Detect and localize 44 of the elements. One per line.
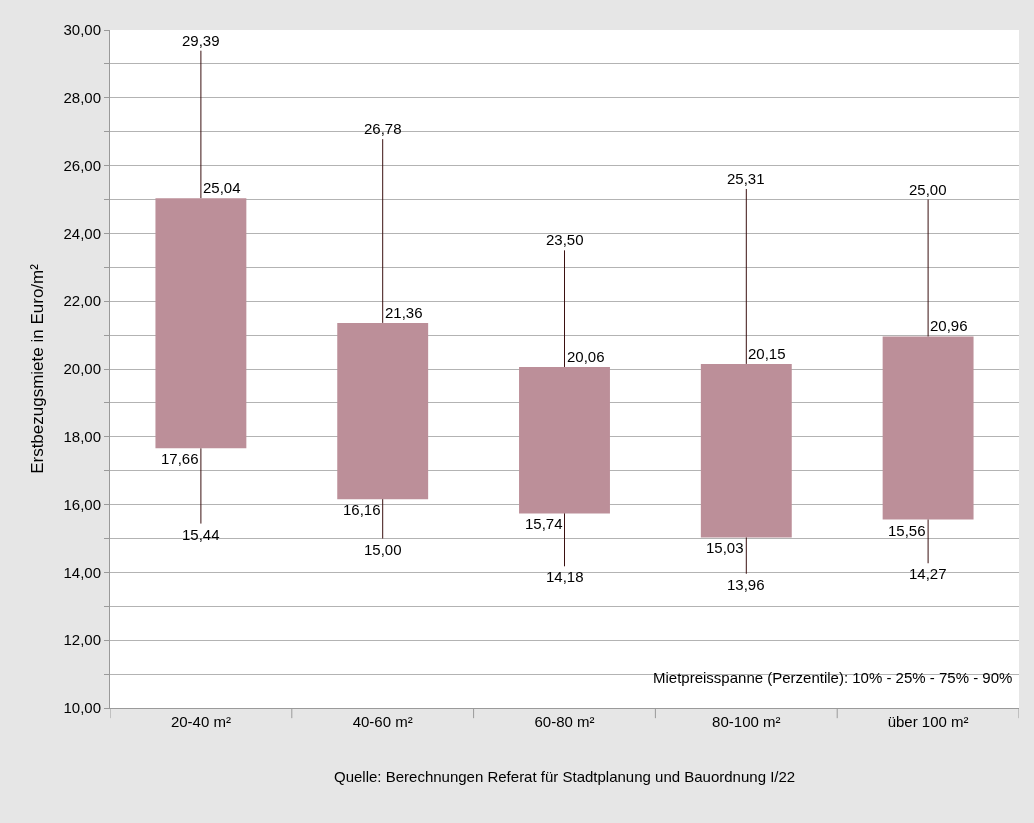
candlestick [700, 188, 792, 575]
text: 23,50 [546, 231, 584, 248]
y-tick-label: 24,00 [63, 224, 101, 242]
text: 15,56 [888, 522, 926, 539]
text: 20,06 [567, 348, 605, 365]
text: 15,00 [364, 541, 402, 558]
source-note: Quelle: Berechnungen Referat für Stadtplanung und Bauordnung I/22 [334, 768, 796, 785]
y-tick-label: 28,00 [63, 89, 101, 107]
y-tick-label: 16,00 [63, 495, 101, 513]
text: 15,44 [182, 526, 220, 543]
text: 15,03 [706, 539, 744, 556]
candlestick [337, 138, 429, 539]
y-tick-label: 30,00 [63, 21, 101, 39]
annotation: Mietpreisspanne (Perzentile): 10% - 25% - 75% - 90% [653, 669, 1013, 686]
y-tick-label: 18,00 [63, 428, 101, 446]
y-axis-title: Erstbezugsmiete in Euro/m² [28, 263, 47, 474]
text: 20,15 [748, 345, 786, 362]
y-tick-label: 26,00 [63, 156, 101, 174]
text: 13,96 [727, 576, 765, 593]
y-tick-label: 10,00 [63, 699, 101, 717]
y-tick-label: 20,00 [63, 360, 101, 378]
text: 25,31 [727, 170, 765, 187]
x-tick-label: über 100 m² [887, 713, 969, 730]
text: 15,74 [525, 515, 563, 532]
text: 25,00 [909, 181, 947, 198]
y-tick-label: 22,00 [63, 292, 101, 310]
text: 14,18 [546, 568, 584, 585]
x-tick-label: 20-40 m² [170, 713, 231, 730]
text: 16,16 [343, 501, 381, 518]
x-tick-label: 40-60 m² [352, 713, 413, 730]
text: 17,66 [161, 450, 199, 467]
y-tick-label: 12,00 [63, 631, 101, 649]
text: 21,36 [385, 304, 423, 321]
y-tick-label: 14,00 [63, 563, 101, 581]
text: 29,39 [182, 32, 220, 49]
candlestick [519, 249, 610, 567]
candlestick [155, 50, 247, 525]
candlestick [882, 199, 974, 564]
text: 14,27 [909, 565, 947, 582]
text: 26,78 [364, 120, 402, 137]
text: 25,04 [203, 179, 241, 196]
text: 20,96 [930, 317, 968, 334]
x-tick-label: 80-100 m² [712, 713, 781, 730]
x-tick-label: 60-80 m² [534, 713, 595, 730]
